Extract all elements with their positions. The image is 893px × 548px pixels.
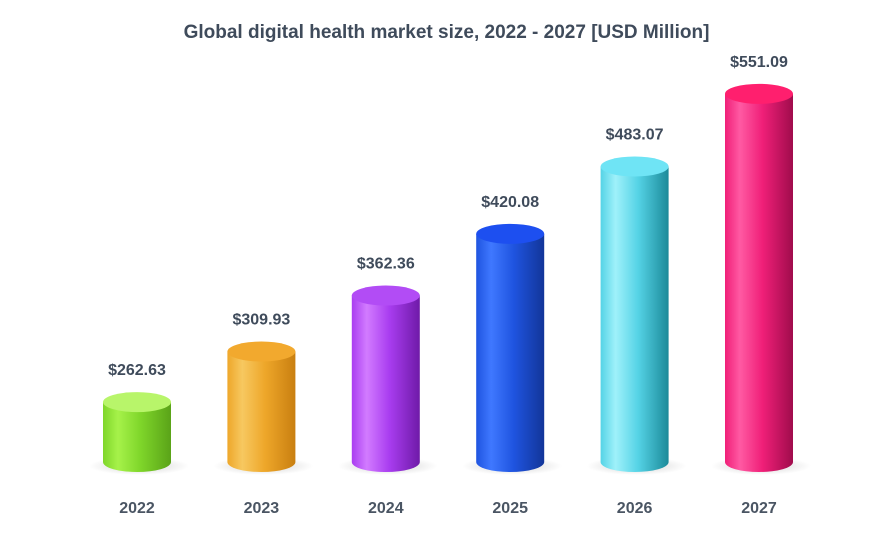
bar-2026 — [600, 166, 669, 472]
bar-2025 — [476, 233, 545, 472]
bar-top-cap — [351, 285, 420, 306]
bar-top-cap — [103, 392, 171, 413]
x-tick-label: 2025 — [492, 500, 528, 517]
value-label: $362.36 — [357, 256, 415, 273]
x-tick-label: 2022 — [119, 500, 155, 517]
value-label: $483.07 — [606, 127, 664, 144]
x-tick-label: 2023 — [244, 500, 280, 517]
bar-2022 — [103, 402, 171, 472]
value-label: $309.93 — [232, 312, 290, 329]
bar-2023 — [227, 351, 296, 472]
x-tick-label: 2024 — [368, 500, 404, 517]
bar-top-cap — [725, 83, 793, 104]
bar-top-cap — [600, 156, 669, 177]
value-label: $262.63 — [108, 362, 166, 379]
x-tick-label: 2027 — [741, 500, 777, 517]
chart-title: Global digital health market size, 2022 … — [183, 22, 710, 43]
bar-2027 — [725, 93, 793, 472]
bar-2024 — [351, 295, 420, 472]
bar-top-cap — [227, 341, 296, 362]
bar-top-cap — [476, 223, 545, 244]
value-label: $420.08 — [481, 194, 539, 211]
x-tick-label: 2026 — [617, 500, 653, 517]
value-label: $551.09 — [730, 54, 788, 71]
